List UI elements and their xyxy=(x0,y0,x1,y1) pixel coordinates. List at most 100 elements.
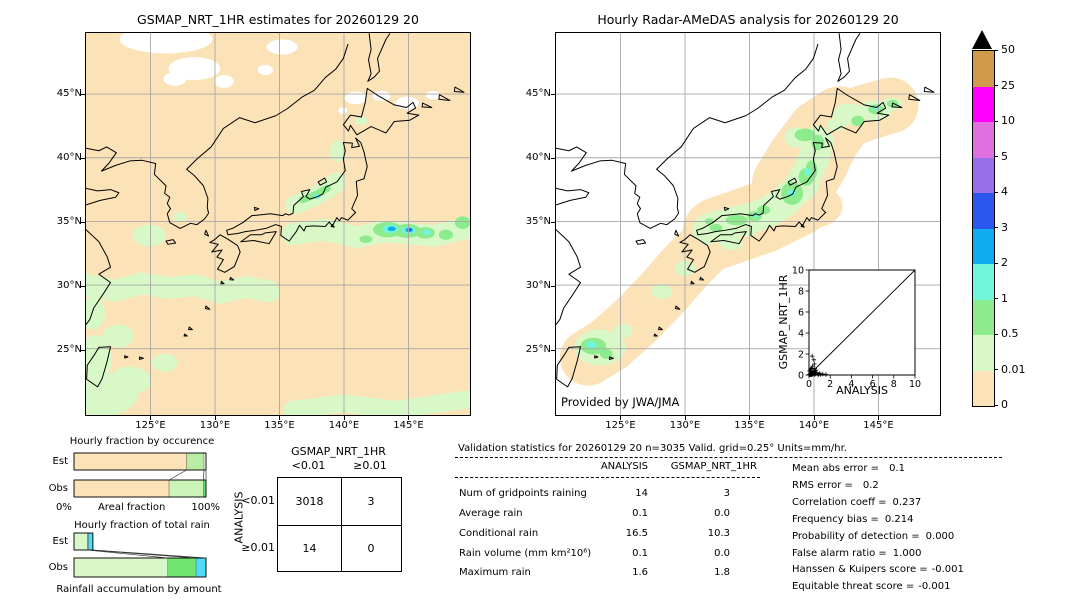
score-label: Equitable threat score = xyxy=(792,581,915,592)
left-map-gridlines xyxy=(86,33,470,415)
bar-segment xyxy=(73,452,187,471)
connector-line xyxy=(168,469,187,481)
colorbar-tick-mark xyxy=(994,404,998,406)
x-tick-label: 130°E xyxy=(199,420,231,431)
y-tick-mark xyxy=(551,221,555,223)
contingency-cell-00: 3018 xyxy=(295,495,324,508)
colorbar-overflow-triangle xyxy=(971,30,992,49)
score-line: False alarm ratio = 1.000 xyxy=(792,548,921,559)
gsmap-vs-analysis-scatter: 0 2 4 6 8 10 0 2 4 6 8 10 ANALYSIS GSMAP_NRT_1HR xyxy=(778,265,921,397)
colorbar-tick-label: 4 xyxy=(1001,185,1008,198)
colorbar-segment xyxy=(973,299,994,335)
diagonal-reference-line xyxy=(808,269,916,376)
y-tick-label: 35°N xyxy=(525,216,551,227)
score-line: Probability of detection = 0.000 xyxy=(792,531,954,542)
score-value: -0.001 xyxy=(918,581,951,592)
precip-patch-green xyxy=(851,115,865,126)
x-tick-label: 140°E xyxy=(328,420,360,431)
colorbar-segment xyxy=(973,228,994,264)
score-line: Frequency bias = 0.214 xyxy=(792,514,914,525)
contingency-vline xyxy=(341,478,342,571)
connector-line xyxy=(92,549,207,559)
contingency-col-label-1: ≥0.01 xyxy=(353,459,387,472)
validation-value: 0.0 xyxy=(714,548,730,559)
y-tick-label: 30°N xyxy=(56,280,82,291)
precip-patch-pale xyxy=(132,224,166,247)
y-tick-mark xyxy=(551,349,555,351)
scatter-y-tick-label: 6 xyxy=(798,307,804,318)
y-tick-mark xyxy=(551,93,555,95)
contingency-box: 3018 3 14 0 xyxy=(277,477,402,572)
colorbar-segment xyxy=(973,86,994,122)
contingency-cell-01: 3 xyxy=(367,495,375,508)
dashed-divider-top xyxy=(455,457,1002,458)
colorbar-tick-mark xyxy=(994,156,998,157)
score-label: Mean abs error = xyxy=(792,463,880,474)
y-tick-label: 45°N xyxy=(56,88,82,99)
precip-patch-green xyxy=(709,223,723,232)
precip-patch-green xyxy=(794,128,816,142)
bar-segment xyxy=(73,479,170,498)
precip-patch-pale xyxy=(109,366,151,395)
precip-patch-aqua xyxy=(422,229,431,236)
colorbar-segment xyxy=(973,335,994,371)
y-tick-label: 40°N xyxy=(525,152,551,163)
scatter-x-tick-label: 10 xyxy=(909,379,921,390)
y-tick-label: 30°N xyxy=(525,280,551,291)
validation-value: 16.5 xyxy=(625,528,648,539)
x-tick-label: 145°E xyxy=(863,420,894,431)
x-tick-mark xyxy=(214,416,216,420)
validation-row-label: Num of gridpoints raining xyxy=(459,488,587,499)
axis-label: Areal fraction xyxy=(97,502,166,513)
y-tick-label: 35°N xyxy=(56,216,82,227)
validation-value: 14 xyxy=(635,488,648,499)
colorbar-tick-label: 2 xyxy=(1001,256,1008,269)
colorbar-tick-label: 0 xyxy=(1001,398,1008,411)
y-tick-mark xyxy=(81,93,85,95)
score-value: -0.001 xyxy=(931,564,964,575)
bar-segment xyxy=(88,532,94,551)
precip-patch-white xyxy=(214,75,234,88)
precip-patch-green xyxy=(599,348,613,359)
attribution: Provided by JWA/JMA xyxy=(561,395,680,409)
validation-col-analysis: ANALYSIS xyxy=(600,461,648,472)
x-tick-mark xyxy=(150,416,151,420)
colorbar-segment xyxy=(973,370,994,406)
contingency-col-group: GSMAP_NRT_1HR xyxy=(291,445,386,458)
precip-patch-aqua xyxy=(787,189,796,197)
right-map-gridlines xyxy=(556,33,940,415)
precip-patch-green xyxy=(359,235,373,244)
scatter-y-tick-label: 4 xyxy=(798,328,804,339)
precip-patch-pale xyxy=(354,116,368,126)
precip-patch-white xyxy=(372,90,391,102)
validation-row-label: Average rain xyxy=(459,508,523,519)
contingency-cell-10: 14 xyxy=(302,542,317,555)
precip-patch-pale xyxy=(86,272,281,304)
validation-value: 10.3 xyxy=(707,528,730,539)
contingency-row-label-1: ≥0.01 xyxy=(241,541,275,554)
precip-patch-pale xyxy=(719,236,744,251)
x-tick-label: 135°E xyxy=(734,420,765,431)
colorbar-tick-label: 10 xyxy=(1001,114,1015,127)
contingency-hline xyxy=(278,525,401,526)
y-tick-mark xyxy=(81,285,85,287)
colorbar-tick-mark xyxy=(994,191,998,193)
x-tick-mark xyxy=(749,416,750,420)
x-tick-mark xyxy=(279,416,280,420)
totalrain-obs-label: Obs xyxy=(48,562,68,573)
scatter-y-tick-label: 10 xyxy=(792,265,804,276)
y-tick-mark xyxy=(81,157,85,159)
score-line: Mean abs error = 0.1 xyxy=(792,463,905,474)
y-tick-mark xyxy=(81,349,85,351)
precip-patch-pale xyxy=(283,390,470,415)
occurrence-est-label: Est xyxy=(52,456,68,467)
precip-patch-pale xyxy=(329,140,346,163)
connector-line xyxy=(88,549,197,559)
bar-outline xyxy=(73,557,207,578)
scatter-x-tick-label: 8 xyxy=(891,379,897,390)
y-tick-mark xyxy=(551,285,555,287)
axis-100pct: 100% xyxy=(191,502,220,513)
score-value: 0.214 xyxy=(884,514,914,525)
y-tick-label: 45°N xyxy=(525,88,551,99)
